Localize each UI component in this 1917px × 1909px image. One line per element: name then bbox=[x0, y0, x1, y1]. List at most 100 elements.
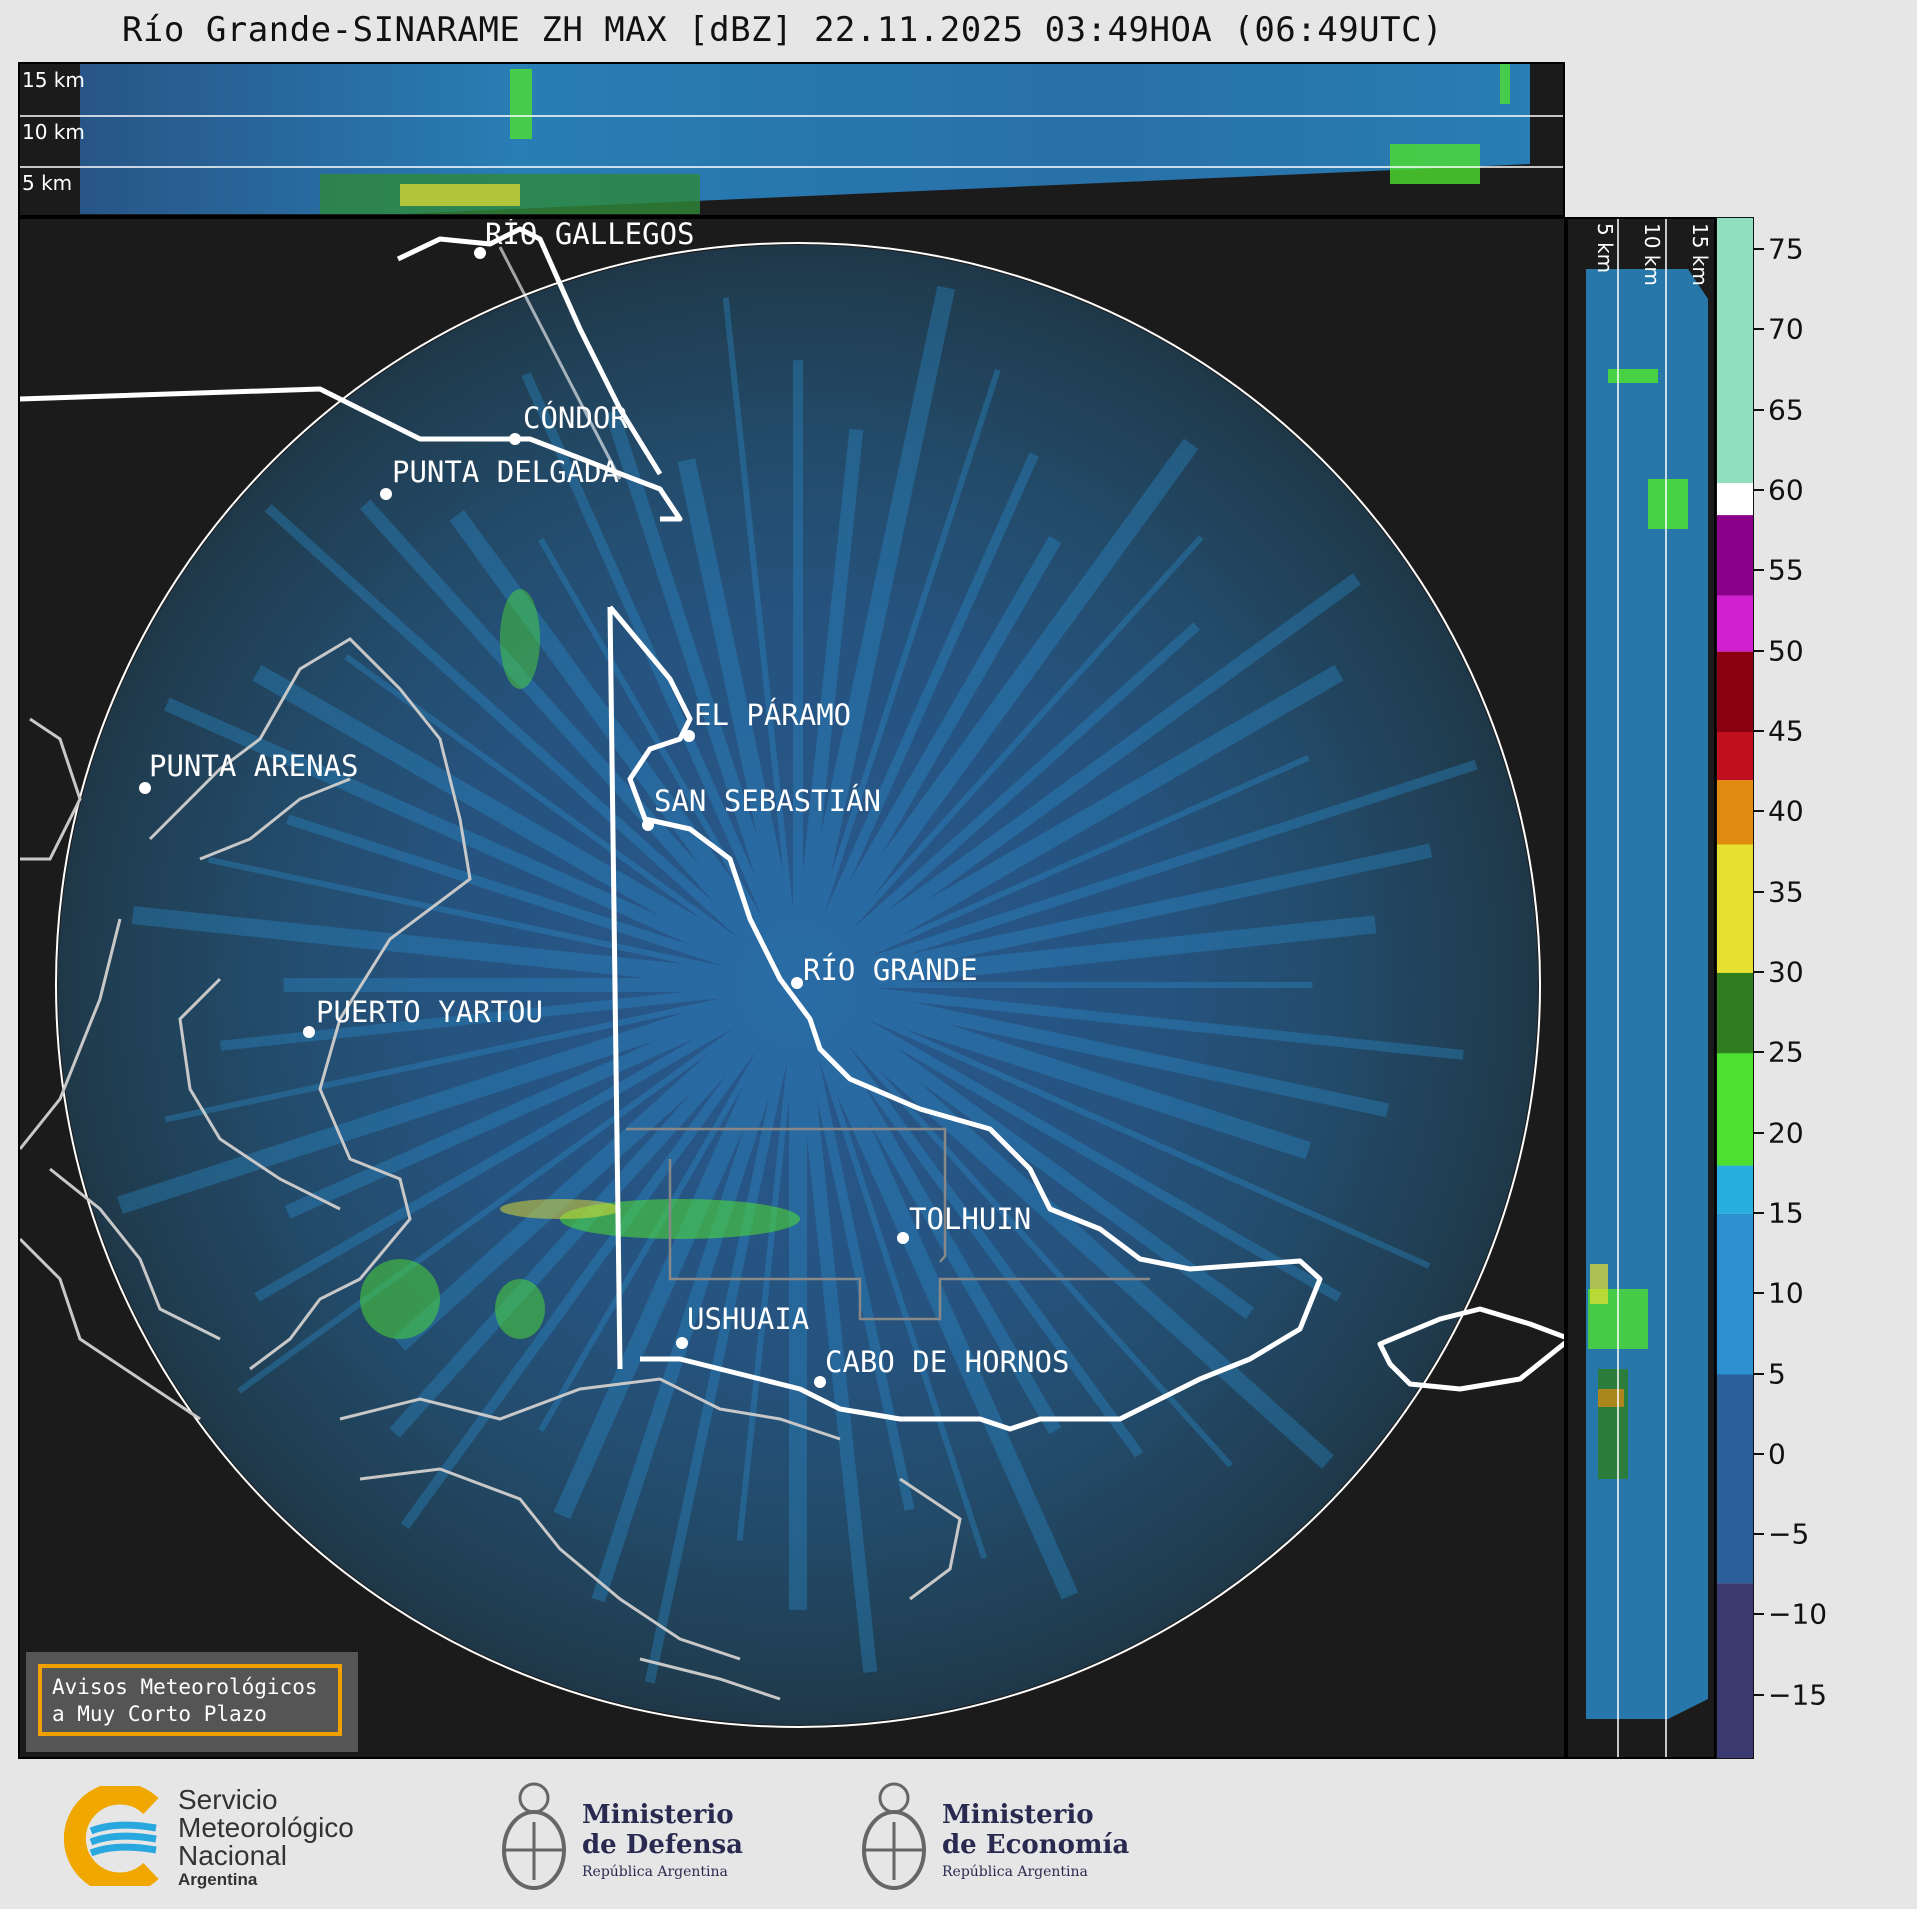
radar-ray bbox=[553, 981, 807, 1520]
radar-ray bbox=[793, 573, 1362, 991]
defensa-line3: República Argentina bbox=[582, 1864, 728, 1880]
radar-ray bbox=[796, 759, 1478, 990]
radar-ray bbox=[117, 976, 801, 1214]
colorbar-tick bbox=[1754, 1613, 1764, 1616]
city-dot-rio-gallegos bbox=[474, 247, 486, 259]
smn-line3: Nacional bbox=[178, 1840, 287, 1871]
radar-ray bbox=[791, 535, 1062, 989]
radar-ray bbox=[538, 537, 801, 987]
radar-ray bbox=[264, 504, 802, 989]
colorbar-tick bbox=[1754, 1211, 1764, 1214]
defensa-line2: de Defensa bbox=[582, 1830, 743, 1860]
colorbar-tick bbox=[1754, 649, 1764, 652]
colorbar-band bbox=[1717, 844, 1753, 973]
ministerio-economia-logo: Ministerio de Economía República Argenti… bbox=[854, 1772, 1134, 1900]
colorbar-band bbox=[1717, 595, 1753, 652]
radar-ray bbox=[795, 976, 1312, 1160]
city-label-tolhuin: TOLHUIN bbox=[909, 1202, 1032, 1236]
radar-ray bbox=[793, 983, 915, 1511]
radar-ray bbox=[644, 983, 803, 1684]
radar-ray bbox=[791, 981, 1062, 1435]
radar-ray bbox=[591, 982, 805, 1603]
colorbar-tick-label: 15 bbox=[1768, 1196, 1804, 1230]
radar-ray bbox=[796, 978, 1389, 1118]
radar-map[interactable]: RÍO GALLEGOS CÓNDOR PUNTA DELGADA EL PÁR… bbox=[18, 217, 1566, 1759]
city-label-el-paramo: EL PÁRAMO bbox=[694, 698, 852, 732]
radar-ray bbox=[207, 856, 799, 988]
colorbar-band bbox=[1717, 732, 1753, 781]
economia-line2: de Economía bbox=[942, 1830, 1130, 1860]
radar-ray bbox=[795, 980, 1342, 1302]
side-height-label-5km: 5 km bbox=[1593, 223, 1617, 274]
alert-line1: Avisos Meteorológicos bbox=[52, 1675, 318, 1699]
radar-ray bbox=[793, 452, 1039, 988]
radar-ray bbox=[284, 978, 801, 1219]
colorbar-tick-label: 5 bbox=[1768, 1357, 1786, 1390]
radar-ray bbox=[789, 285, 956, 987]
radar-ray bbox=[796, 982, 1431, 1269]
colorbar-tick-label: 25 bbox=[1768, 1035, 1804, 1069]
defensa-line1: Ministerio bbox=[582, 1800, 734, 1830]
city-label-san-sebastian: SAN SEBASTIÁN bbox=[654, 784, 881, 818]
height-label-5km: 5 km bbox=[22, 171, 73, 195]
colorbar-band bbox=[1717, 1583, 1753, 1758]
city-label-ushuaia: USHUAIA bbox=[687, 1302, 810, 1336]
radar-ray bbox=[791, 984, 878, 1673]
radar-ray bbox=[521, 371, 803, 988]
radar-ray bbox=[163, 697, 801, 992]
top-cross-section: 15 km 10 km 5 km bbox=[18, 62, 1565, 217]
city-label-rio-grande: RÍO GRANDE bbox=[803, 953, 978, 987]
city-label-punta-delgada: PUNTA DELGADA bbox=[392, 455, 619, 489]
radar-ray bbox=[795, 982, 1234, 1468]
radar-ray bbox=[131, 906, 799, 994]
radar-ray bbox=[252, 664, 803, 993]
colorbar-tick-label: −5 bbox=[1768, 1517, 1810, 1551]
economia-line3: República Argentina bbox=[942, 1864, 1088, 1880]
radar-ray bbox=[796, 755, 1310, 988]
radar-ray bbox=[797, 980, 1464, 1060]
radar-ray bbox=[790, 438, 1199, 991]
colorbar-tick-label: 40 bbox=[1768, 794, 1804, 828]
colorbar-tick-label: 75 bbox=[1768, 232, 1804, 266]
colorbar-tick bbox=[1754, 1131, 1764, 1134]
radar-range-circle bbox=[55, 242, 1541, 1728]
city-dot-el-paramo bbox=[683, 730, 695, 742]
alert-box[interactable]: Avisos Meteorológicos a Muy Corto Plazo bbox=[26, 1652, 358, 1752]
colorbar-tick-label: 20 bbox=[1768, 1116, 1804, 1150]
city-dot-punta-arenas bbox=[139, 782, 151, 794]
ministerio-defensa-logo: Ministerio de Defensa República Argentin… bbox=[494, 1772, 754, 1900]
radar-map-canvas bbox=[20, 226, 1564, 1728]
radar-ray bbox=[795, 984, 988, 1560]
colorbar-tick-label: 35 bbox=[1768, 875, 1804, 909]
colorbar-tick-label: 60 bbox=[1768, 473, 1804, 507]
city-dot-tolhuin bbox=[897, 1232, 909, 1244]
radar-ray bbox=[220, 980, 799, 1051]
alert-link[interactable]: Avisos Meteorológicos a Muy Corto Plazo bbox=[38, 1664, 342, 1736]
colorbar-band bbox=[1717, 1374, 1753, 1584]
radar-ray bbox=[677, 458, 807, 987]
radar-ray bbox=[793, 982, 1144, 1458]
colorbar-tick-label: −15 bbox=[1768, 1678, 1828, 1712]
radar-ray bbox=[393, 978, 805, 1351]
city-dot-rio-grande bbox=[791, 977, 803, 989]
colorbar-tick-label: 70 bbox=[1768, 312, 1804, 346]
colorbar-gradient bbox=[1717, 218, 1753, 1758]
colorbar-tick bbox=[1754, 1292, 1764, 1295]
colorbar-tick-label: 10 bbox=[1768, 1276, 1804, 1310]
smn-line1: Servicio bbox=[178, 1784, 278, 1815]
colorbar-tick bbox=[1754, 569, 1764, 572]
radar-ray bbox=[793, 979, 1255, 1319]
coat-of-arms-icon bbox=[862, 1782, 926, 1890]
city-label-condor: CÓNDOR bbox=[523, 401, 628, 435]
chart-title: Río Grande-SINARAME ZH MAX [dBZ] 22.11.2… bbox=[121, 10, 1444, 50]
colorbar-band bbox=[1717, 1165, 1753, 1214]
radar-ray bbox=[286, 814, 800, 990]
colorbar-tick-label: 65 bbox=[1768, 393, 1804, 427]
radar-ray bbox=[360, 499, 804, 990]
colorbar-tick bbox=[1754, 1533, 1764, 1536]
smn-logo-icon bbox=[63, 1786, 159, 1886]
radar-ray bbox=[791, 428, 864, 986]
city-dot-puerto-yartou bbox=[303, 1026, 315, 1038]
radar-ray bbox=[797, 915, 1377, 994]
coat-of-arms-icon bbox=[502, 1782, 566, 1890]
